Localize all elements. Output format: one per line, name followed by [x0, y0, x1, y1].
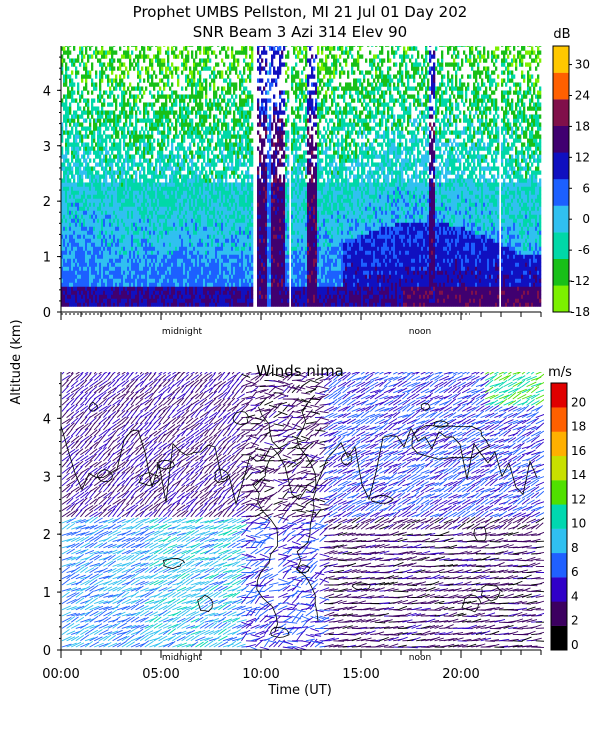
- snr-ytick-label: 1: [43, 251, 51, 266]
- title-line1: Prophet UMBS Pellston, MI 21 Jul 01 Day …: [133, 3, 468, 21]
- winds-colorbar-label: m/s: [548, 365, 572, 380]
- winds-colorbar-swatch: [551, 383, 567, 408]
- snr-noon-annotation: noon: [409, 327, 431, 337]
- winds-colorbar-tick: 2: [571, 614, 579, 628]
- snr-colorbar-tick: 18: [575, 119, 590, 133]
- winds-colorbar-swatch: [551, 504, 567, 529]
- winds-colorbar-tick: 18: [571, 420, 586, 434]
- winds-axes: 0 1 2 3 4 00:00 05:00 10:00 15:00 20:00: [42, 372, 542, 682]
- snr-colorbar-swatch: [553, 205, 569, 233]
- snr-ytick-label: 3: [43, 140, 51, 155]
- snr-colorbar-swatch: [553, 46, 569, 73]
- winds-colorbar-tick: 0: [571, 638, 579, 652]
- snr-colorbar-swatch: [553, 285, 569, 313]
- wind-vectors: [61, 372, 544, 650]
- snr-colorbar-tick: 6: [582, 181, 590, 195]
- winds-colorbar-tick: 10: [571, 517, 586, 531]
- winds-colorbar-tick: 14: [571, 468, 586, 482]
- winds-ytick-label: 4: [43, 412, 51, 427]
- winds-ytick-label: 2: [43, 528, 51, 543]
- winds-ytick-label: 0: [43, 644, 51, 659]
- winds-xtick-label: 00:00: [42, 667, 79, 682]
- winds-colorbar-swatch: [551, 480, 567, 505]
- snr-colorbar-tick: -18: [570, 305, 590, 319]
- snr-colorbar-swatch: [553, 258, 569, 286]
- winds-xtick-label: 10:00: [242, 667, 279, 682]
- snr-heatmap-panel: 0 1 2 3 4 midnight noon: [43, 46, 542, 337]
- winds-ytick-label: 1: [43, 586, 51, 601]
- snr-colorbar-tick: -6: [578, 243, 590, 257]
- winds-colorbar: m/s 0 2 4 6 8 10 12 14 16 18 20: [548, 365, 586, 652]
- winds-colorbar-swatch: [551, 577, 567, 602]
- snr-axes: 0 1 2 3 4: [43, 46, 542, 321]
- snr-colorbar-swatch: [553, 152, 569, 180]
- x-axis-label: Time (UT): [267, 683, 332, 698]
- winds-xtick-label: 15:00: [342, 667, 379, 682]
- snr-colorbar-tick: 0: [582, 212, 590, 226]
- snr-midnight-annotation: midnight: [162, 327, 203, 337]
- snr-heatmap: [61, 46, 542, 307]
- wind-contours: [61, 394, 538, 638]
- y-axis-label: Altitude (km): [9, 319, 24, 404]
- snr-colorbar-tick: 30: [575, 58, 590, 72]
- snr-colorbar-swatch: [553, 72, 569, 100]
- winds-colorbar-swatch: [551, 528, 567, 554]
- winds-colorbar-tick: 12: [571, 492, 586, 506]
- snr-colorbar-swatch: [553, 179, 569, 206]
- winds-colorbar-tick: 8: [571, 541, 579, 555]
- winds-colorbar-tick: 20: [571, 395, 586, 409]
- snr-ytick-label: 2: [43, 195, 51, 210]
- snr-colorbar-tick: 12: [575, 150, 590, 164]
- winds-xtick-label: 20:00: [442, 667, 479, 682]
- winds-xtick-label: 05:00: [142, 667, 179, 682]
- snr-colorbar-swatch: [553, 99, 569, 126]
- snr-colorbar-tick: -12: [570, 274, 590, 288]
- winds-colorbar-swatch: [551, 431, 567, 457]
- winds-colorbar-tick: 4: [571, 589, 579, 603]
- winds-colorbar-swatch: [551, 552, 567, 578]
- winds-colorbar-swatch: [551, 407, 567, 432]
- winds-noon-annotation: noon: [409, 653, 431, 663]
- snr-colorbar-swatch: [553, 232, 569, 259]
- winds-title: Winds nima: [256, 362, 344, 380]
- snr-colorbar: dB -18 -12 -6 0 6 12 18 24 30: [552, 27, 590, 319]
- winds-colorbar-swatch: [551, 601, 567, 626]
- winds-colorbar-tick: 6: [571, 565, 579, 579]
- snr-ytick-label: 0: [43, 306, 51, 321]
- winds-colorbar-swatch: [551, 455, 567, 481]
- winds-midnight-annotation: midnight: [162, 653, 203, 663]
- snr-colorbar-tick: 24: [575, 88, 590, 102]
- snr-colorbar-label: dB: [553, 27, 570, 42]
- title-line2: SNR Beam 3 Azi 314 Elev 90: [193, 23, 407, 41]
- winds-panel: 0 1 2 3 4 00:00 05:00 10:00 15:00 20:00 Winds nim…: [42, 362, 544, 698]
- winds-ytick-label: 3: [43, 470, 51, 485]
- winds-colorbar-tick: 16: [571, 444, 586, 458]
- snr-ytick-label: 4: [43, 84, 51, 99]
- snr-colorbar-swatch: [553, 125, 569, 153]
- winds-colorbar-swatch: [551, 625, 567, 651]
